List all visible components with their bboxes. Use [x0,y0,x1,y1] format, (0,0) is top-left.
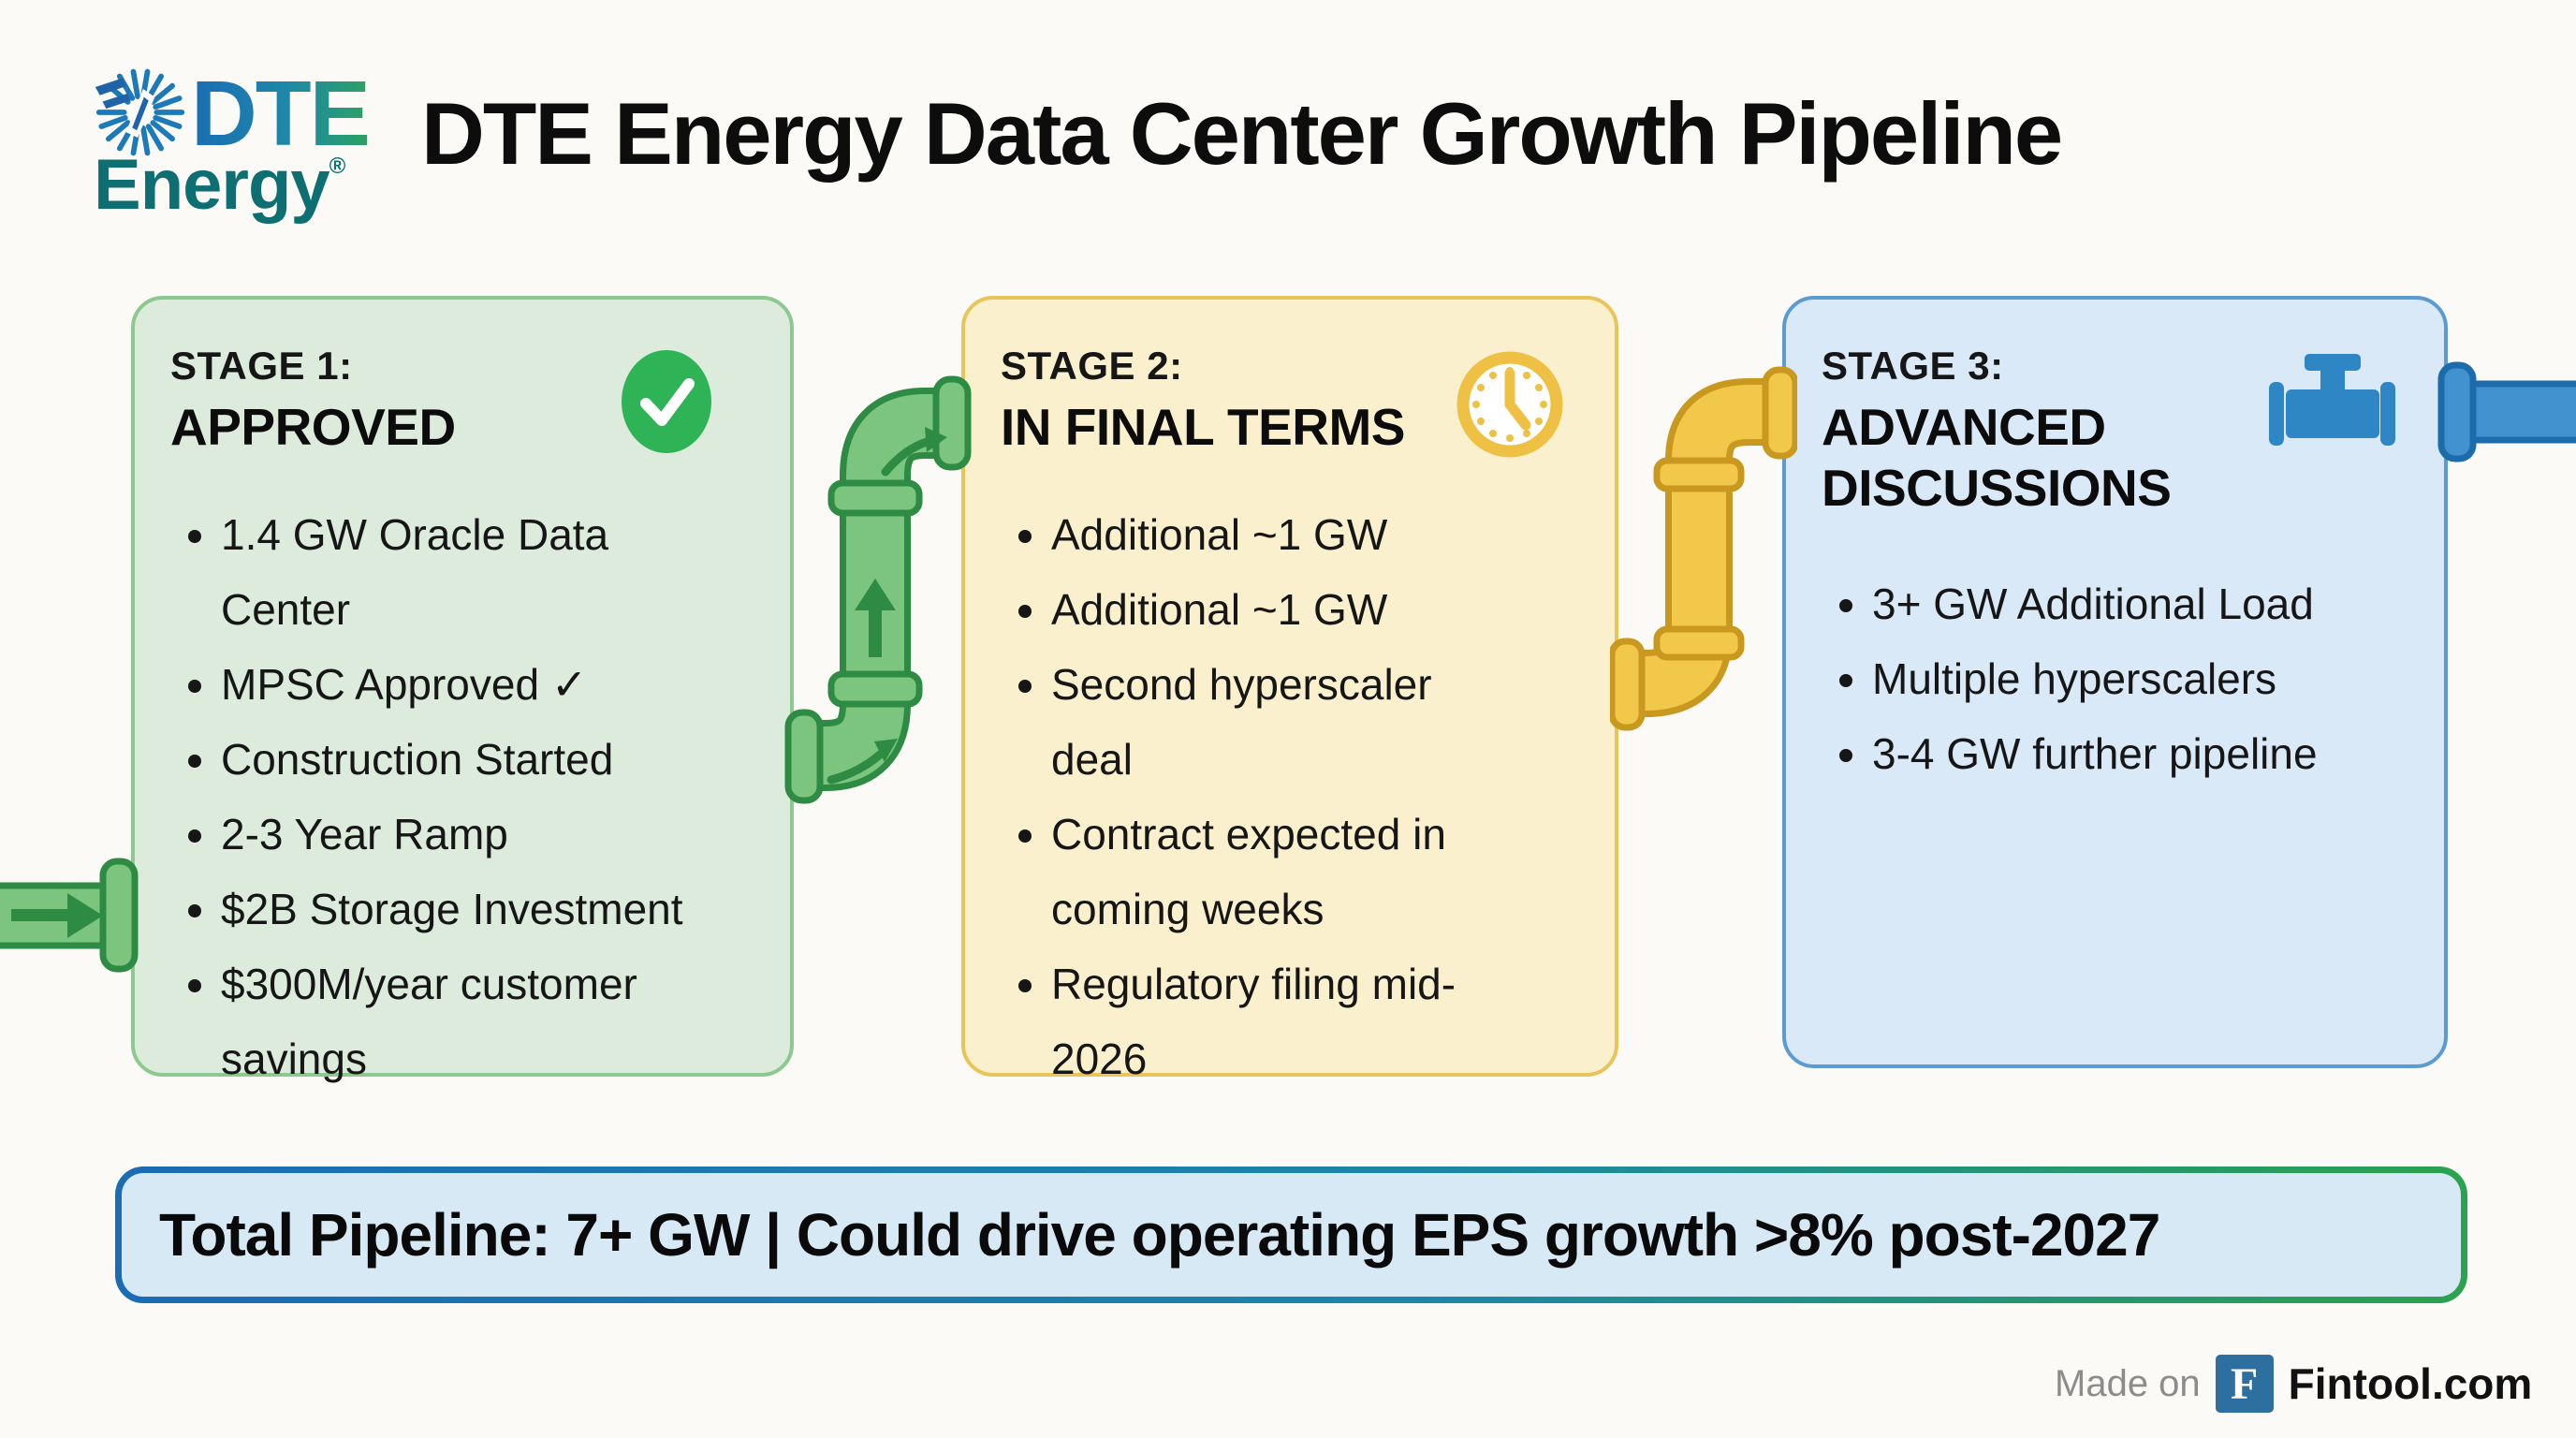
dte-sunburst-icon [95,68,185,156]
fintool-site-link[interactable]: Fintool.com [2288,1359,2533,1408]
made-on-label: Made on [2055,1362,2201,1404]
bullet-item: Second hyperscaler deal [1051,647,1524,797]
bullet-item: 2-3 Year Ramp [221,797,745,872]
stage-2-label: STAGE 2: [1001,344,1183,388]
registered-mark: ® [329,154,346,179]
check-circle-icon [622,350,711,453]
bullet-item: Additional ~1 GW [1051,497,1524,572]
pipe-stage1-to-stage2 [784,375,972,804]
stage-1-card: STAGE 1: APPROVED 1.4 GW Oracle Data Cen… [131,296,794,1083]
fintool-logo-icon: F [2215,1355,2274,1413]
stage-3-name: ADVANCED DISCUSSIONS [1822,398,2172,517]
clock-icon [1456,351,1563,458]
dte-logo: DTE Energy® [92,62,485,240]
stage-1-label: STAGE 1: [170,344,353,388]
bullet-item: Regulatory filing mid-2026 [1051,946,1524,1096]
stage-2-name: IN FINAL TERMS [1001,398,1405,457]
bullet-item: 3+ GW Additional Load [1872,566,2359,641]
stage-3-card: STAGE 3: ADVANCED DISCUSSIONS 3+ GW Addi… [1782,296,2448,1068]
inlet-pipe-green [0,858,139,973]
pipe-valve-icon [2269,354,2395,446]
stage-2-bullet-list: Additional ~1 GW Additional ~1 GW Second… [1001,497,1524,1096]
bullet-item: Construction Started [221,722,745,797]
dte-energy-wordmark: Energy® [94,145,346,225]
bullet-item: Additional ~1 GW [1051,572,1524,647]
stage-2-card: STAGE 2: IN FINAL TERMS Additional ~1 GW… [961,296,1618,1083]
bullet-item: Multiple hyperscalers [1872,641,2359,716]
pipe-stage2-to-stage3 [1610,366,1797,731]
bullet-item: 1.4 GW Oracle Data Center [221,497,745,647]
summary-banner-text: Total Pipeline: 7+ GW | Could drive oper… [122,1173,2461,1297]
page-title: DTE Energy Data Center Growth Pipeline [421,84,2063,183]
stage-3-bullet-list: 3+ GW Additional Load Multiple hyperscal… [1822,566,2359,791]
bullet-item: Contract expected in coming weeks [1051,797,1524,946]
bullet-item: $300M/year customer savings [221,946,745,1096]
stage-3-label: STAGE 3: [1822,344,2004,388]
dte-wordmark: DTE [191,62,371,165]
stage-1-name: APPROVED [170,398,456,457]
outlet-pipe-blue [2437,361,2576,462]
footer-attribution: Made on F Fintool.com [2055,1354,2532,1414]
summary-banner: Total Pipeline: 7+ GW | Could drive oper… [115,1167,2467,1303]
bullet-item: $2B Storage Investment [221,872,745,946]
stage-1-bullet-list: 1.4 GW Oracle Data Center MPSC Approved … [170,497,745,1096]
bullet-item: 3-4 GW further pipeline [1872,716,2359,791]
bullet-item: MPSC Approved ✓ [221,647,745,722]
